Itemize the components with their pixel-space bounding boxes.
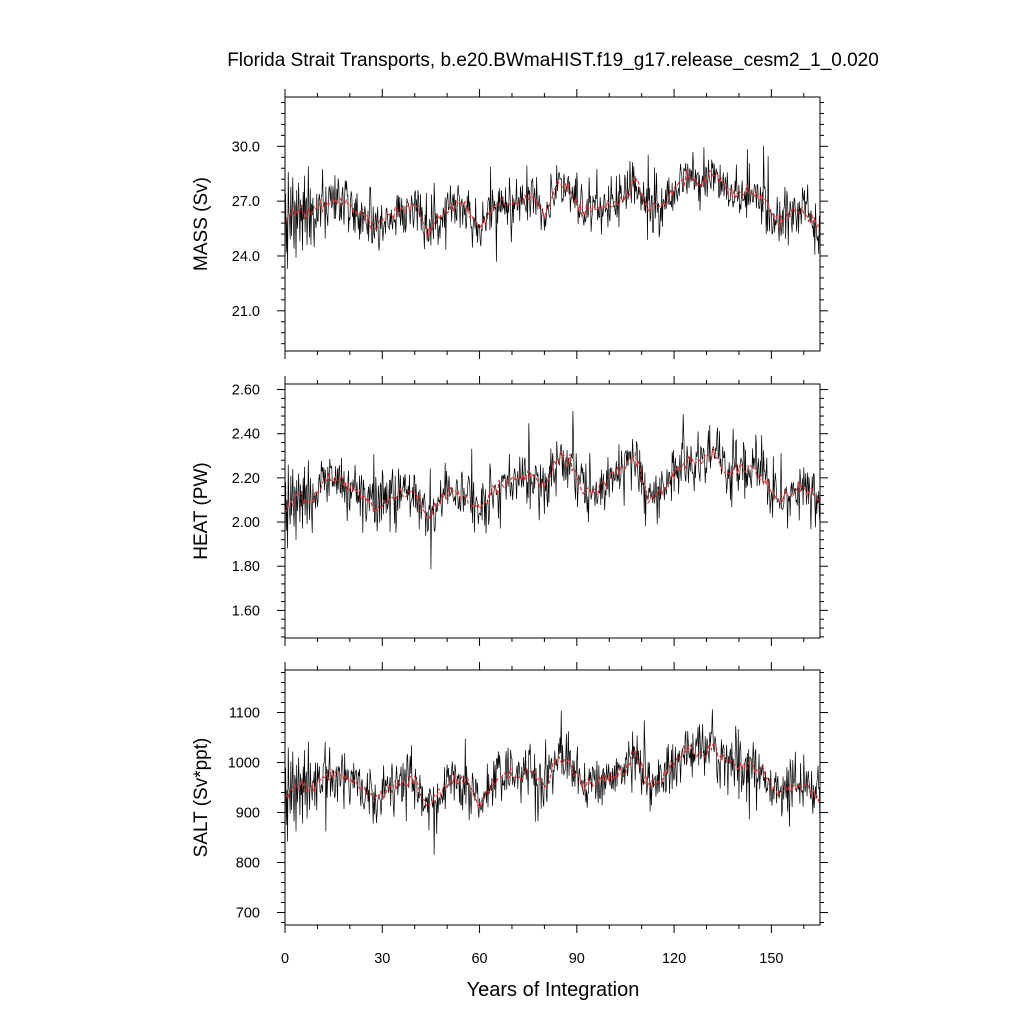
series-raw-mass [285,145,820,269]
y-tick-label: 700 [236,906,260,922]
x-tick-label: 0 [281,951,289,967]
y-tick-label: 800 [236,856,260,872]
series-smoothed-mass [285,168,820,241]
panels-group: 21.0 24.0 27.0 30.0 MASS (Sv) 1.60 1.80 2.00 2.2… [191,89,828,967]
x-tick-label: 60 [471,951,487,967]
y-tick-label: 1100 [229,706,260,722]
y-tick-label: 2.00 [232,515,260,531]
y-tick-label: 30.0 [232,139,260,155]
x-tick-label: 150 [759,951,783,967]
x-tick-label: 120 [662,951,686,967]
y-tick-label: 2.60 [232,383,260,399]
panel-frame-heat [284,383,821,639]
series-raw-salt [285,709,820,855]
panel-heat: 1.60 1.80 2.00 2.20 2.40 2.60 HEAT (PW) [191,376,828,646]
y-tick-label: 2.40 [232,427,260,443]
y-tick-label: 1.60 [232,603,260,619]
panel-mass: 21.0 24.0 27.0 30.0 MASS (Sv) [191,89,828,359]
y-axis-label-heat: HEAT (PW) [191,462,212,559]
y-tick-label: 24.0 [232,249,260,265]
x-tick-label: 30 [374,951,390,967]
y-axis-label-mass: MASS (Sv) [191,177,212,271]
panel-salt: 700 800 900 1000 1100 SALT (Sv*ppt) 0 30 60 90 120… [191,662,828,967]
y-tick-label: 900 [236,806,260,822]
series-smoothed-heat [285,446,820,519]
y-tick-label: 2.20 [232,471,260,487]
y-tick-label: 1.80 [232,559,260,575]
x-tick-label: 90 [569,951,585,967]
y-tick-label: 27.0 [232,194,260,210]
panel-frame-mass [284,96,821,352]
chart-title: Florida Strait Transports, b.e20.BWmaHIS… [227,50,879,71]
series-smoothed-salt [285,742,820,809]
y-axis-label-salt: SALT (Sv*ppt) [191,738,212,858]
y-tick-label: 1000 [228,756,260,772]
panel-frame-salt [284,669,821,926]
series-raw-heat [285,411,820,570]
y-tick-label: 21.0 [232,304,260,320]
x-axis-label: Years of Integration [467,979,640,1001]
